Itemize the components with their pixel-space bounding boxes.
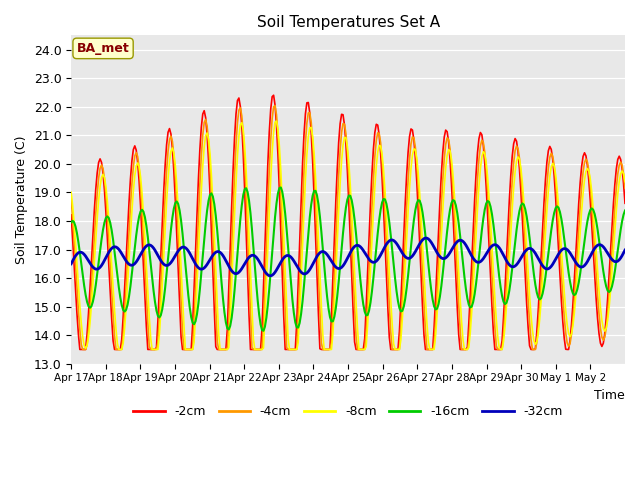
-16cm [621, 208, 629, 214]
-32cm [267, 273, 275, 279]
-4cm [620, 171, 627, 177]
-2cm [270, 92, 278, 98]
-8cm [67, 190, 75, 195]
-2cm [621, 201, 629, 206]
-2cm [547, 146, 555, 152]
-2cm [105, 262, 113, 268]
-4cm [465, 338, 473, 344]
-2cm [67, 212, 75, 218]
Legend: -2cm, -4cm, -8cm, -16cm, -32cm: -2cm, -4cm, -8cm, -16cm, -32cm [128, 400, 568, 423]
-16cm [547, 228, 555, 233]
-8cm [86, 321, 94, 326]
-32cm [104, 252, 111, 258]
-8cm [273, 118, 280, 124]
-4cm [547, 150, 555, 156]
-8cm [621, 179, 629, 185]
-8cm [547, 164, 555, 170]
Title: Soil Temperatures Set A: Soil Temperatures Set A [257, 15, 440, 30]
Line: -16cm: -16cm [71, 188, 625, 331]
-4cm [88, 284, 95, 290]
-4cm [355, 347, 363, 352]
-2cm [355, 347, 363, 352]
Y-axis label: Soil Temperature (C): Soil Temperature (C) [15, 135, 28, 264]
-2cm [620, 181, 627, 187]
X-axis label: Time: Time [595, 389, 625, 402]
-16cm [86, 305, 94, 311]
-32cm [67, 261, 75, 267]
-16cm [67, 219, 75, 225]
-8cm [115, 347, 123, 352]
Line: -2cm: -2cm [71, 95, 625, 349]
-32cm [422, 235, 429, 241]
-2cm [76, 347, 84, 352]
-32cm [547, 264, 555, 269]
-16cm [104, 214, 111, 219]
-8cm [620, 171, 627, 177]
-2cm [88, 259, 95, 265]
-8cm [465, 345, 473, 350]
-4cm [271, 103, 279, 108]
-8cm [355, 347, 363, 352]
-16cm [355, 262, 363, 268]
Line: -32cm: -32cm [71, 238, 625, 276]
-16cm [277, 185, 285, 191]
-32cm [620, 250, 627, 256]
Text: BA_met: BA_met [77, 42, 129, 55]
-16cm [465, 302, 473, 308]
-32cm [621, 247, 629, 253]
Line: -8cm: -8cm [71, 121, 625, 349]
-32cm [86, 260, 94, 266]
-4cm [105, 236, 113, 241]
-2cm [465, 320, 473, 326]
-8cm [104, 198, 111, 204]
Line: -4cm: -4cm [71, 106, 625, 349]
-4cm [67, 196, 75, 202]
-16cm [620, 212, 627, 217]
-4cm [621, 185, 629, 191]
-32cm [465, 248, 473, 253]
-32cm [354, 242, 362, 248]
-16cm [260, 328, 268, 334]
-4cm [79, 347, 86, 352]
